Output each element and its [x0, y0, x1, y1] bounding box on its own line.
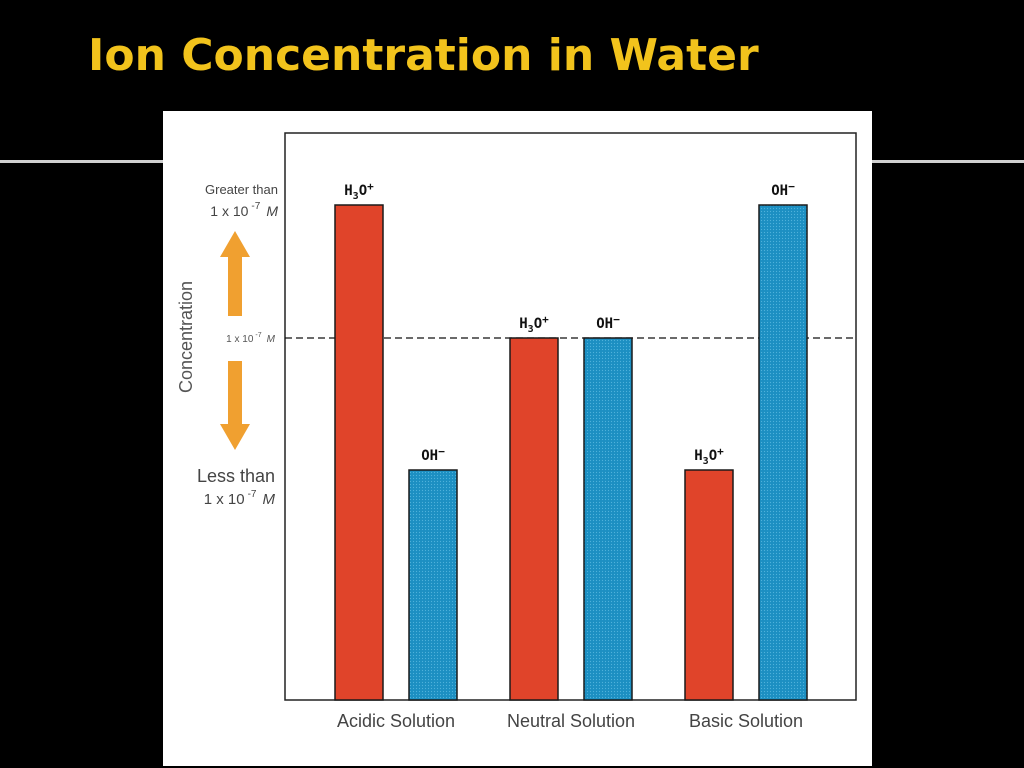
bar-oh-basic-solution: [758, 204, 808, 701]
y-axis-label: Concentration: [176, 281, 196, 393]
decrease-arrow-icon: [220, 361, 250, 450]
y-annotations: Greater than 1 x 10 -7 M 1 x 10 -7 M Less th…: [176, 182, 278, 508]
bar-h3o-basic-solution: [684, 469, 734, 701]
ion-concentration-chart: H3O+ OH− H3O+ OH− H3O+ OH− Greater than 1 x 1…: [176, 132, 857, 731]
increase-arrow-icon: [220, 231, 250, 316]
less-than-label: Less than: [197, 466, 275, 486]
bar-label-h3o-0: H3O+: [344, 180, 374, 202]
bar-oh-acidic-solution: [408, 469, 458, 701]
reference-unit: M: [267, 334, 276, 345]
bar-label-oh-1: OH−: [596, 313, 620, 332]
greater-than-label: Greater than: [205, 182, 278, 197]
bars-group: H3O+ OH− H3O+ OH− H3O+ OH−: [334, 180, 808, 701]
reference-base: 1 x 10: [226, 334, 254, 345]
bar-label-oh-0: OH−: [421, 445, 445, 464]
bar-h3o-neutral-solution: [509, 337, 559, 701]
greater-than-base: 1 x 10: [210, 203, 248, 219]
category-label-neutral-solution: Neutral Solution: [507, 711, 635, 731]
less-than-unit: M: [263, 491, 276, 508]
less-than-base: 1 x 10: [204, 491, 245, 508]
reference-line-label: 1 x 10 -7 M: [226, 332, 275, 345]
greater-than-value: 1 x 10 -7 M: [210, 201, 278, 219]
chart-panel: H3O+ OH− H3O+ OH− H3O+ OH− Greater than 1 x 1…: [163, 111, 872, 766]
reference-exponent: -7: [255, 332, 261, 339]
bar-oh-neutral-solution: [583, 337, 633, 701]
bar-label-h3o-1: H3O+: [519, 313, 549, 335]
bar-label-oh-2: OH−: [771, 180, 795, 199]
category-labels: Acidic Solution Neutral Solution Basic Sol…: [337, 711, 803, 731]
less-than-value: 1 x 10 -7 M: [204, 489, 276, 508]
bar-h3o-acidic-solution: [334, 204, 384, 701]
slide-title: Ion Concentration in Water: [88, 30, 759, 81]
category-label-basic-solution: Basic Solution: [689, 711, 803, 731]
less-than-exponent: -7: [248, 489, 257, 500]
greater-than-unit: M: [266, 203, 278, 219]
category-label-acidic-solution: Acidic Solution: [337, 711, 455, 731]
greater-than-exponent: -7: [251, 201, 260, 212]
bar-label-h3o-2: H3O+: [694, 445, 724, 467]
